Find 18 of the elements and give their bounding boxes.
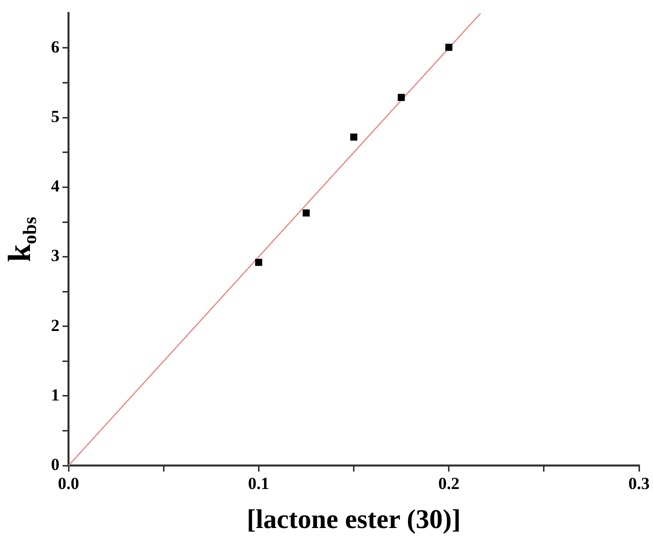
y-tick-label: 4 xyxy=(51,176,60,196)
x-axis-title: [lactone ester (30)] xyxy=(246,504,461,534)
y-tick-label: 0 xyxy=(51,454,60,474)
point xyxy=(445,44,452,51)
point xyxy=(255,258,262,266)
y-tick-label: 3 xyxy=(51,246,60,266)
x-tick-label: 0.2 xyxy=(438,474,460,494)
point xyxy=(350,134,358,141)
y-tick-label: 2 xyxy=(51,316,60,335)
y-axis-title: kobs xyxy=(1,216,41,262)
x-tick-label: 0.3 xyxy=(628,474,650,494)
x-tick-label: 0.0 xyxy=(58,474,80,494)
y-tick-label: 1 xyxy=(51,385,60,404)
y-tick-label: 5 xyxy=(51,106,60,126)
x-tick-label: 0.1 xyxy=(248,474,270,494)
y-tick-label: 6 xyxy=(51,37,60,56)
point xyxy=(398,94,405,101)
point xyxy=(302,209,310,216)
